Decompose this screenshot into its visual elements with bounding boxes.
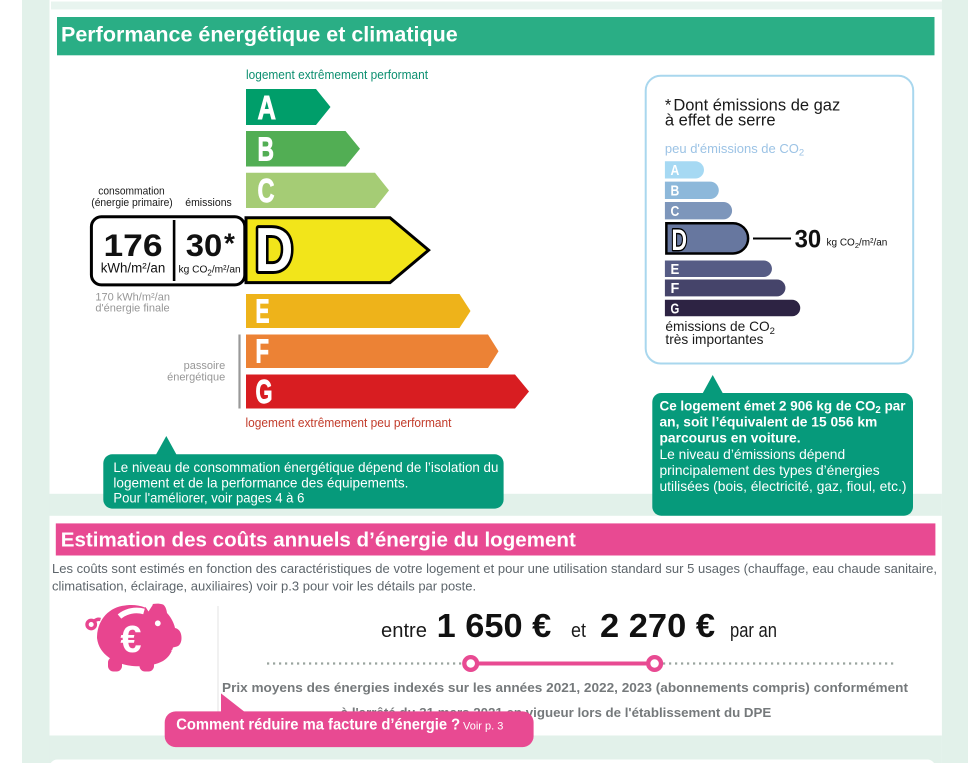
svg-text:Le niveau de consommation éner: Le niveau de consommation énergétique dé… <box>113 459 498 475</box>
svg-text:(énergie primaire): (énergie primaire) <box>91 197 173 209</box>
svg-text:F: F <box>671 281 680 297</box>
svg-text:par an: par an <box>730 620 777 642</box>
svg-text:Le niveau d’émissions dépend: Le niveau d’émissions dépend <box>660 447 846 462</box>
svg-text:2 270 €: 2 270 € <box>600 607 715 644</box>
svg-text:an, soit l’équivalent de 15 05: an, soit l’équivalent de 15 056 km <box>660 415 878 430</box>
svg-text:émissions de CO2: émissions de CO2 <box>665 319 775 337</box>
svg-text:logement extrêmement performan: logement extrêmement performant <box>246 68 428 82</box>
svg-text:176: 176 <box>104 227 163 263</box>
svg-text:1 650 €: 1 650 € <box>437 607 552 644</box>
svg-text:Ce logement émet 2 906 kg de C: Ce logement émet 2 906 kg de CO2 par <box>660 399 907 417</box>
svg-text:énergétique: énergétique <box>167 372 225 384</box>
svg-text:G: G <box>256 373 273 410</box>
svg-text:Voir p. 3: Voir p. 3 <box>463 721 503 733</box>
svg-text:F: F <box>256 333 270 370</box>
svg-text:Prix moyens des énergies index: Prix moyens des énergies indexés sur les… <box>222 680 909 695</box>
svg-text:principalement des types d’éne: principalement des types d’énergies <box>660 463 880 478</box>
svg-text:Comment réduire ma facture d’é: Comment réduire ma facture d’énergie ? <box>176 717 460 734</box>
svg-text:d'énergie finale: d'énergie finale <box>95 302 169 314</box>
svg-text:C: C <box>258 172 275 209</box>
svg-text:logement et de la performance: logement et de la performance des équipe… <box>113 474 408 490</box>
svg-text:E: E <box>256 292 270 329</box>
svg-text:30: 30 <box>186 227 223 263</box>
svg-text:Pour l'améliorer, voir pages 4: Pour l'améliorer, voir pages 4 à 6 <box>113 490 304 506</box>
svg-text:émissions: émissions <box>185 197 232 209</box>
svg-text:G: G <box>671 302 680 318</box>
svg-text:30: 30 <box>795 225 822 253</box>
svg-text:entre: entre <box>381 620 427 642</box>
svg-text:D: D <box>255 216 293 285</box>
svg-text:170 kWh/m²/an: 170 kWh/m²/an <box>95 292 170 304</box>
svg-text:logement extrêmement peu perfo: logement extrêmement peu performant <box>246 415 452 430</box>
svg-text:Estimation des coûts annuels d: Estimation des coûts annuels d’énergie d… <box>61 529 576 552</box>
svg-text:C: C <box>671 204 680 220</box>
svg-text:E: E <box>671 262 680 278</box>
svg-text:peu d'émissions de CO2: peu d'émissions de CO2 <box>665 141 804 159</box>
svg-text:et: et <box>571 620 586 642</box>
svg-text:A: A <box>258 89 277 126</box>
svg-text:kWh/m²/an: kWh/m²/an <box>101 261 166 276</box>
svg-text:A: A <box>671 163 680 179</box>
svg-text:passoire: passoire <box>184 360 226 372</box>
svg-text:climatisation, éclairage, auxi: climatisation, éclairage, auxiliaires) v… <box>52 579 476 594</box>
svg-text:D: D <box>672 224 688 257</box>
svg-text:*: * <box>224 228 235 259</box>
svg-text:B: B <box>258 130 275 167</box>
svg-text:Les coûts sont estimés en fonc: Les coûts sont estimés en fonction des c… <box>52 561 937 576</box>
svg-text:consommation: consommation <box>98 186 165 198</box>
svg-text:B: B <box>671 183 680 199</box>
svg-text:utilisées (bois, électricité,: utilisées (bois, électricité, gaz, fioul… <box>660 479 907 494</box>
svg-text:parcourus en voiture.: parcourus en voiture. <box>660 431 801 446</box>
svg-text:kg CO2/m²/an: kg CO2/m²/an <box>179 265 241 278</box>
svg-text:à effet de serre: à effet de serre <box>665 112 776 130</box>
svg-text:*Dont émissions de gaz: * Dont émissions de gaz <box>665 96 840 114</box>
svg-text:kg CO2/m²/an: kg CO2/m²/an <box>827 238 888 251</box>
svg-text:très importantes: très importantes <box>665 332 763 347</box>
svg-text:€: € <box>120 619 141 661</box>
svg-text:Performance énergétique et cli: Performance énergétique et climatique <box>61 23 458 47</box>
